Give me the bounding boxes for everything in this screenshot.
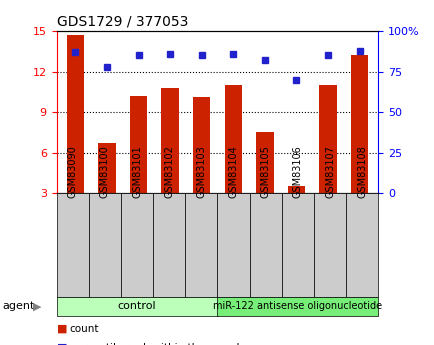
Bar: [98, 143, 115, 234]
Text: GSM83090: GSM83090: [68, 146, 77, 198]
Text: GSM83100: GSM83100: [100, 146, 109, 198]
Text: GSM83102: GSM83102: [164, 146, 174, 198]
Bar: [350, 56, 367, 234]
Text: ■: ■: [56, 324, 67, 334]
Bar: [256, 132, 273, 234]
Bar: [319, 85, 336, 234]
Text: control: control: [118, 301, 156, 311]
Text: GSM83105: GSM83105: [260, 146, 270, 198]
Bar: [67, 35, 84, 234]
Text: agent: agent: [2, 301, 34, 311]
Text: ■: ■: [56, 343, 67, 345]
Text: GSM83104: GSM83104: [228, 146, 238, 198]
Bar: [224, 85, 241, 234]
Text: GDS1729 / 377053: GDS1729 / 377053: [56, 14, 187, 29]
Text: GSM83103: GSM83103: [196, 146, 206, 198]
Bar: [161, 88, 178, 234]
Bar: [193, 97, 210, 234]
Text: GSM83106: GSM83106: [293, 146, 302, 198]
Bar: [130, 96, 147, 234]
Text: GSM83101: GSM83101: [132, 146, 141, 198]
Text: percentile rank within the sample: percentile rank within the sample: [69, 343, 245, 345]
Text: GSM83108: GSM83108: [357, 146, 366, 198]
Text: count: count: [69, 324, 99, 334]
Text: ▶: ▶: [33, 301, 41, 311]
Text: GSM83107: GSM83107: [325, 146, 334, 198]
Text: miR-122 antisense oligonucleotide: miR-122 antisense oligonucleotide: [213, 301, 381, 311]
Bar: [287, 186, 304, 234]
